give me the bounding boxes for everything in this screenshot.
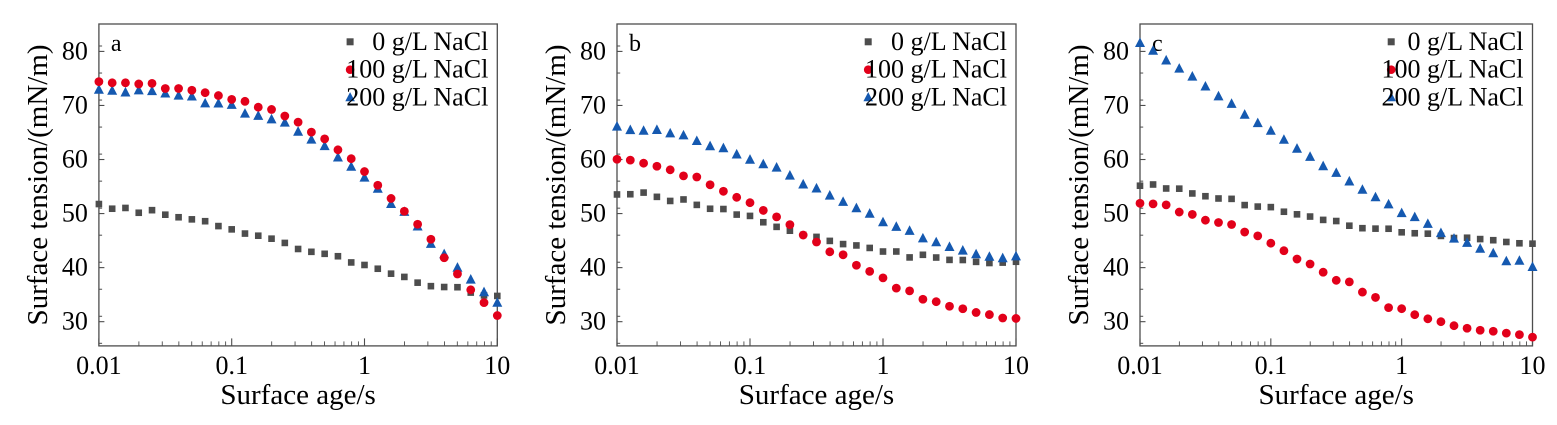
svg-text:80: 80 (62, 36, 88, 65)
svg-text:60: 60 (1103, 145, 1129, 174)
svg-text:b: b (629, 31, 641, 57)
svg-text:80: 80 (580, 36, 606, 65)
svg-text:30: 30 (1103, 307, 1129, 336)
svg-text:0 g/L NaCl: 0 g/L NaCl (1407, 27, 1523, 56)
svg-text:70: 70 (62, 90, 88, 119)
svg-text:a: a (111, 31, 122, 57)
svg-text:100 g/L NaCl: 100 g/L NaCl (346, 55, 488, 84)
svg-text:50: 50 (1103, 199, 1129, 228)
svg-text:10: 10 (1003, 351, 1029, 380)
svg-text:Surface tension/(mN/m): Surface tension/(mN/m) (22, 44, 54, 325)
svg-text:50: 50 (62, 199, 88, 228)
svg-text:200 g/L NaCl: 200 g/L NaCl (1381, 83, 1523, 112)
svg-text:1: 1 (1395, 351, 1408, 380)
svg-text:40: 40 (62, 253, 88, 282)
svg-text:100 g/L NaCl: 100 g/L NaCl (1381, 55, 1523, 84)
svg-text:0.01: 0.01 (76, 351, 122, 380)
svg-text:1: 1 (877, 351, 890, 380)
svg-text:100 g/L NaCl: 100 g/L NaCl (865, 55, 1007, 84)
svg-text:0.01: 0.01 (594, 351, 640, 380)
svg-text:10: 10 (1520, 351, 1546, 380)
svg-text:60: 60 (62, 145, 88, 174)
svg-text:70: 70 (1103, 90, 1129, 119)
svg-text:80: 80 (1103, 36, 1129, 65)
svg-text:Surface tension/(mN/m): Surface tension/(mN/m) (1063, 44, 1095, 325)
svg-text:200 g/L NaCl: 200 g/L NaCl (865, 83, 1007, 112)
svg-text:10: 10 (484, 351, 510, 380)
svg-text:40: 40 (1103, 253, 1129, 282)
svg-text:30: 30 (580, 307, 606, 336)
svg-text:70: 70 (580, 90, 606, 119)
svg-text:0.1: 0.1 (734, 351, 767, 380)
svg-text:0 g/L NaCl: 0 g/L NaCl (891, 27, 1007, 56)
svg-text:0 g/L NaCl: 0 g/L NaCl (372, 27, 488, 56)
svg-text:200 g/L NaCl: 200 g/L NaCl (346, 83, 488, 112)
svg-text:30: 30 (62, 307, 88, 336)
svg-text:Surface age/s: Surface age/s (739, 379, 894, 411)
svg-text:0.1: 0.1 (1255, 351, 1288, 380)
svg-text:Surface age/s: Surface age/s (1259, 379, 1414, 411)
svg-text:0.1: 0.1 (215, 351, 248, 380)
svg-text:Surface tension/(mN/m): Surface tension/(mN/m) (540, 44, 572, 325)
svg-text:40: 40 (580, 253, 606, 282)
svg-text:0.01: 0.01 (1117, 351, 1163, 380)
svg-text:50: 50 (580, 199, 606, 228)
svg-text:1: 1 (358, 351, 371, 380)
svg-text:60: 60 (580, 145, 606, 174)
svg-text:Surface age/s: Surface age/s (220, 379, 375, 411)
